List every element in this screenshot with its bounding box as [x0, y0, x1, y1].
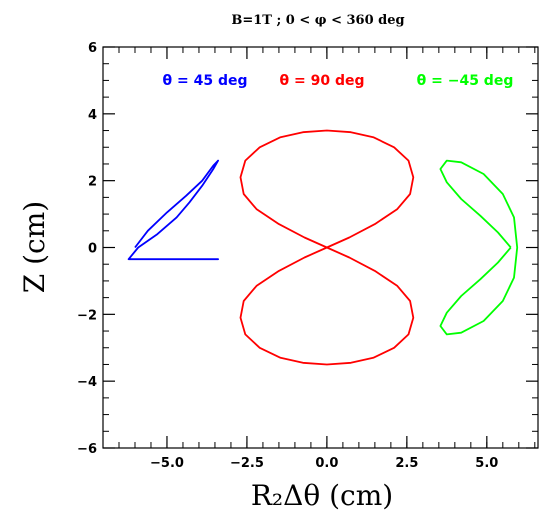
y-tick-label: 6 — [88, 41, 97, 56]
y-tick-label: 2 — [88, 175, 97, 190]
chart-title: B=1T ; 0 < φ < 360 deg — [231, 13, 404, 28]
y-tick-label: 4 — [88, 108, 97, 123]
axis-ticks: −5.0 −2.5 0.0 2.5 5.0 −6 −4 −2 0 2 4 6 — [77, 41, 538, 471]
x-tick-label: −5.0 — [150, 456, 184, 471]
x-tick-label: 5.0 — [475, 456, 498, 471]
y-tick-label: −2 — [77, 308, 97, 323]
x-tick-label: 2.5 — [395, 456, 418, 471]
y-tick-label: 0 — [88, 242, 97, 257]
legend-entry-neg45: θ = −45 deg — [417, 73, 514, 89]
y-tick-label: −6 — [77, 442, 97, 457]
legend-entry-45: θ = 45 deg — [163, 73, 248, 89]
y-tick-label: −4 — [77, 375, 97, 390]
x-tick-label: 0.0 — [315, 456, 338, 471]
series-line-1 — [239, 129, 415, 366]
x-axis-label: R₂Δθ (cm) — [251, 479, 393, 512]
x-tick-label: −2.5 — [230, 456, 264, 471]
legend-entry-90: θ = 90 deg — [280, 73, 365, 89]
y-axis-label: Z (cm) — [18, 201, 51, 293]
series-line-2 — [439, 159, 519, 336]
plot-frame — [102, 46, 539, 449]
series-line-0 — [127, 159, 220, 261]
series-layer — [127, 129, 519, 366]
